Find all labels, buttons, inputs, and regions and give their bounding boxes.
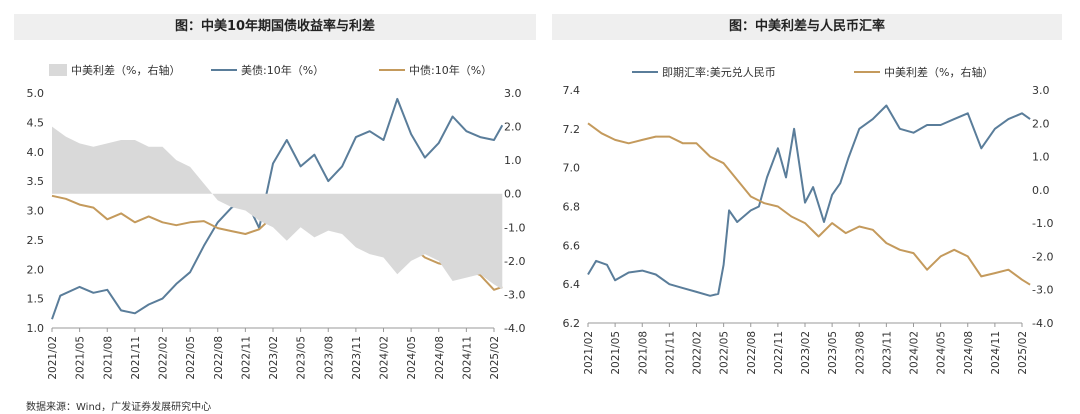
x-tick-label: 2024/02 <box>909 331 921 375</box>
x-tick-label: 2021/05 <box>610 331 622 375</box>
x-tick-label: 2021/08 <box>637 331 649 375</box>
x-tick-label: 2022/02 <box>692 331 704 375</box>
y-left-tick-label: 7.0 <box>563 162 581 175</box>
x-tick-label: 2023/05 <box>827 331 839 375</box>
spread-area <box>52 126 503 290</box>
source-note: 数据来源：Wind，广发证券发展研究中心 <box>26 402 212 413</box>
legend-swatch <box>49 64 67 76</box>
x-tick-label: 2021/11 <box>664 331 676 375</box>
y-left-tick-label: 6.8 <box>563 201 581 214</box>
y-left-tick-label: 7.2 <box>563 123 581 136</box>
series-line-1 <box>587 122 1031 286</box>
y-right-tick-label: 1.0 <box>1032 151 1050 164</box>
y-right-tick-label: -4.0 <box>504 322 525 335</box>
x-tick-label: 2024/08 <box>434 336 446 380</box>
x-tick-label: 2022/08 <box>213 336 225 380</box>
x-tick-label: 2023/02 <box>800 331 812 375</box>
legend-label: 中债:10年（%） <box>409 63 492 77</box>
x-tick-label: 2023/08 <box>854 331 866 375</box>
y-left-tick-label: 3.5 <box>27 175 45 188</box>
y-left-tick-label: 3.0 <box>27 205 45 218</box>
legend-label: 中美利差（%，右轴） <box>71 63 180 77</box>
left-chart-title: 图：中美10年期国债收益率与利差 <box>14 14 536 40</box>
legend-label: 即期汇率:美元兑人民币 <box>662 65 776 79</box>
x-tick-label: 2021/11 <box>130 336 142 380</box>
y-right-tick-label: 1.0 <box>504 154 522 167</box>
x-tick-label: 2024/05 <box>406 336 418 380</box>
x-tick-label: 2024/11 <box>461 336 473 380</box>
y-left-tick-label: 1.5 <box>27 293 45 306</box>
x-tick-label: 2021/08 <box>102 336 114 380</box>
x-tick-label: 2023/11 <box>351 336 363 380</box>
x-tick-label: 2024/05 <box>936 331 948 375</box>
x-tick-label: 2024/02 <box>379 336 391 380</box>
y-right-tick-label: -2.0 <box>1032 250 1053 263</box>
x-tick-label: 2022/05 <box>719 331 731 375</box>
y-right-tick-label: -4.0 <box>1032 317 1053 330</box>
x-tick-label: 2023/05 <box>296 336 308 380</box>
x-tick-label: 2022/08 <box>746 331 758 375</box>
y-left-tick-label: 1.0 <box>27 322 45 335</box>
right-chart-panel: 图：中美利差与人民币汇率 6.2 6.4 6.6 6.8 7.0 7.2 7.4 -4.0 -3… <box>552 0 1062 390</box>
x-tick-label: 2024/08 <box>963 331 975 375</box>
y-right-tick-label: -1.0 <box>1032 217 1053 230</box>
y-right-tick-label: -2.0 <box>504 255 525 268</box>
right-chart-svg: 6.2 6.4 6.6 6.8 7.0 7.2 7.4 -4.0 -3.0 -2.0 -1.0 0.0… <box>563 65 1054 375</box>
x-tick-label: 2023/02 <box>268 336 280 380</box>
y-left-tick-label: 2.5 <box>27 234 45 247</box>
y-right-tick-label: 2.0 <box>1032 117 1050 130</box>
y-left-tick-label: 6.6 <box>563 239 581 252</box>
y-right-tick-label: -1.0 <box>504 221 525 234</box>
y-left-tick-label: 2.0 <box>27 263 45 276</box>
y-right-tick-label: 0.0 <box>504 188 522 201</box>
legend-label: 中美利差（%，右轴） <box>884 65 993 79</box>
y-right-tick-label: 2.0 <box>504 121 522 134</box>
y-right-tick-label: -3.0 <box>504 288 525 301</box>
y-left-tick-label: 6.4 <box>563 278 581 291</box>
left-chart-panel: 图：中美10年期国债收益率与利差 1.0 1.5 2.0 2.5 3.0 3.5 4.0 4.… <box>14 0 536 390</box>
y-left-tick-label: 4.0 <box>27 146 45 159</box>
x-tick-label: 2021/05 <box>75 336 87 380</box>
x-tick-label: 2022/05 <box>185 336 197 380</box>
x-tick-label: 2022/11 <box>773 331 785 375</box>
x-tick-label: 2024/11 <box>990 331 1002 375</box>
y-left-tick-label: 7.4 <box>563 84 581 97</box>
y-left-tick-label: 5.0 <box>27 87 45 100</box>
left-chart-svg: 1.0 1.5 2.0 2.5 3.0 3.5 4.0 4.5 5.0 -4.0 -3.0 -2.0 -… <box>27 63 526 380</box>
x-tick-label: 2022/11 <box>240 336 252 380</box>
x-tick-label: 2021/02 <box>583 331 595 375</box>
y-right-tick-label: -3.0 <box>1032 284 1053 297</box>
y-right-tick-label: 0.0 <box>1032 184 1050 197</box>
x-tick-label: 2023/11 <box>881 331 893 375</box>
series-line-0 <box>587 104 1031 297</box>
y-right-tick-label: 3.0 <box>504 87 522 100</box>
legend-label: 美债:10年（%） <box>241 63 324 77</box>
series-line-0 <box>51 97 504 320</box>
x-tick-label: 2023/08 <box>323 336 335 380</box>
y-right-tick-label: 3.0 <box>1032 84 1050 97</box>
x-tick-label: 2025/02 <box>1017 331 1029 375</box>
y-left-tick-label: 4.5 <box>27 116 45 129</box>
x-tick-label: 2025/02 <box>489 336 501 380</box>
right-chart-title: 图：中美利差与人民币汇率 <box>552 14 1062 40</box>
x-tick-label: 2021/02 <box>47 336 59 380</box>
y-left-tick-label: 6.2 <box>563 317 581 330</box>
x-tick-label: 2022/02 <box>158 336 170 380</box>
